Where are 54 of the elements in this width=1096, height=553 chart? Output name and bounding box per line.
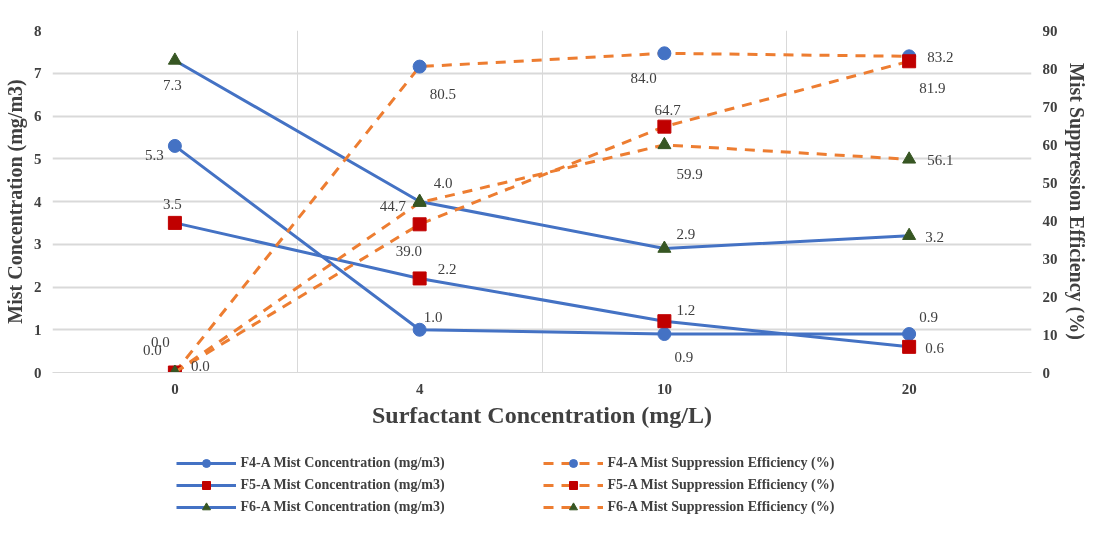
y-tick-label: 4	[34, 193, 42, 210]
data-label: 84.0	[630, 70, 657, 87]
y2-tick-label: 0	[1042, 364, 1050, 381]
legend-label: F5-A Mist Concentration (mg/m3)	[240, 476, 446, 494]
data-label: 44.7	[379, 197, 407, 214]
data-label: 83.2	[927, 49, 954, 66]
data-label: 39.0	[395, 243, 422, 260]
y2-tick-label: 10	[1042, 326, 1058, 343]
x-tick-label: 20	[901, 380, 917, 397]
y2-tick-label: 70	[1042, 98, 1058, 115]
data-label: 5.3	[144, 146, 164, 163]
y2-tick-label: 50	[1042, 174, 1058, 191]
y-tick-label: 7	[34, 65, 42, 82]
y2-tick-label: 30	[1042, 250, 1058, 267]
legend-label: F6-A Mist Suppression Efficiency (%)	[607, 498, 836, 516]
data-label: 0.0	[190, 357, 210, 374]
y2-tick-label: 40	[1042, 212, 1058, 229]
y2-tick-label: 20	[1042, 288, 1058, 305]
legend-label: F6-A Mist Concentration (mg/m3)	[240, 498, 446, 516]
data-label: 0.6	[925, 339, 945, 356]
y2-tick-label: 90	[1042, 22, 1058, 39]
x-tick-label: 4	[415, 380, 424, 397]
y-axis-title: Mist Concentration (mg/m3)	[4, 79, 27, 324]
data-label: 80.5	[429, 85, 456, 102]
legend-label: F4-A Mist Suppression Efficiency (%)	[607, 454, 836, 472]
x-tick-label: 10	[656, 380, 672, 397]
y-tick-label: 1	[34, 321, 42, 338]
y-tick-label: 3	[34, 236, 42, 253]
data-label: 1.2	[676, 302, 696, 319]
data-label: 1.0	[423, 308, 443, 325]
data-label: 2.9	[676, 225, 696, 242]
data-label: 3.5	[162, 195, 182, 212]
data-label: 56.1	[927, 152, 954, 169]
data-label: 0.9	[919, 309, 938, 326]
y-tick-label: 0	[34, 364, 42, 381]
y2-axis-title: Mist Suppression Efficiency (%)	[1064, 63, 1088, 340]
data-label: 4.0	[433, 174, 453, 191]
y2-tick-label: 60	[1042, 136, 1058, 153]
data-label: 81.9	[919, 80, 946, 97]
y2-tick-label: 80	[1042, 60, 1058, 77]
data-label: 59.9	[676, 165, 703, 182]
data-label: 7.3	[162, 77, 182, 94]
data-label: 2.2	[437, 261, 457, 278]
y-tick-label: 5	[34, 150, 42, 167]
y-tick-label: 8	[34, 22, 42, 39]
data-label: 64.7	[654, 101, 682, 118]
legend-label: F4-A Mist Concentration (mg/m3)	[240, 454, 446, 472]
x-tick-label: 0	[171, 380, 179, 397]
legend-label: F5-A Mist Suppression Efficiency (%)	[607, 476, 836, 494]
y-tick-label: 2	[34, 279, 42, 295]
data-label: 3.2	[925, 228, 944, 245]
data-label: 0.9	[674, 349, 694, 366]
y-tick-label: 6	[34, 108, 42, 124]
x-axis-title: Surfactant Concentration (mg/L)	[372, 401, 712, 428]
